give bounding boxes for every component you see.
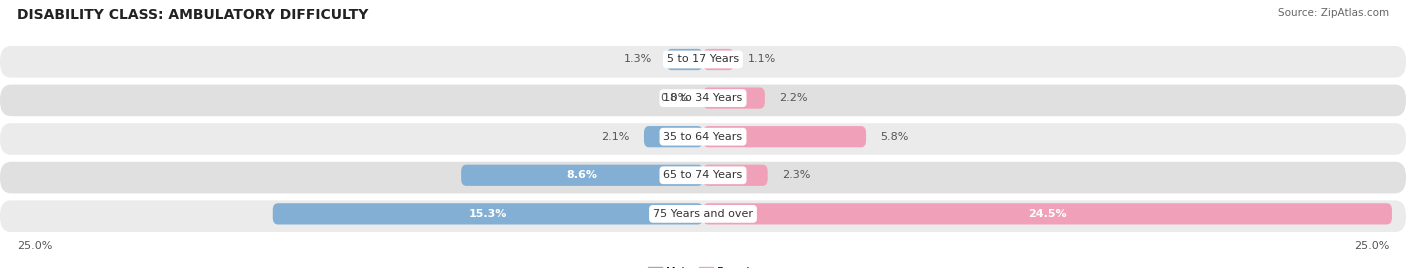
Text: 25.0%: 25.0% bbox=[1354, 241, 1389, 251]
Text: 8.6%: 8.6% bbox=[567, 170, 598, 180]
Legend: Male, Female: Male, Female bbox=[644, 262, 762, 268]
FancyBboxPatch shape bbox=[0, 162, 1406, 193]
Text: 0.0%: 0.0% bbox=[661, 93, 689, 103]
Text: Source: ZipAtlas.com: Source: ZipAtlas.com bbox=[1278, 8, 1389, 18]
Text: 24.5%: 24.5% bbox=[1028, 209, 1067, 219]
Text: 75 Years and over: 75 Years and over bbox=[652, 209, 754, 219]
Text: 1.3%: 1.3% bbox=[624, 54, 652, 65]
FancyBboxPatch shape bbox=[0, 85, 1406, 116]
FancyBboxPatch shape bbox=[461, 165, 703, 186]
FancyBboxPatch shape bbox=[273, 203, 703, 225]
FancyBboxPatch shape bbox=[644, 126, 703, 147]
Text: 15.3%: 15.3% bbox=[468, 209, 508, 219]
Text: 1.1%: 1.1% bbox=[748, 54, 776, 65]
Text: DISABILITY CLASS: AMBULATORY DIFFICULTY: DISABILITY CLASS: AMBULATORY DIFFICULTY bbox=[17, 8, 368, 22]
FancyBboxPatch shape bbox=[703, 203, 1392, 225]
FancyBboxPatch shape bbox=[703, 165, 768, 186]
FancyBboxPatch shape bbox=[666, 49, 703, 70]
FancyBboxPatch shape bbox=[703, 49, 734, 70]
FancyBboxPatch shape bbox=[0, 46, 1406, 78]
FancyBboxPatch shape bbox=[0, 200, 1406, 232]
Text: 5.8%: 5.8% bbox=[880, 132, 908, 142]
Text: 5 to 17 Years: 5 to 17 Years bbox=[666, 54, 740, 65]
Text: 18 to 34 Years: 18 to 34 Years bbox=[664, 93, 742, 103]
FancyBboxPatch shape bbox=[703, 87, 765, 109]
FancyBboxPatch shape bbox=[703, 126, 866, 147]
Text: 2.2%: 2.2% bbox=[779, 93, 807, 103]
Text: 65 to 74 Years: 65 to 74 Years bbox=[664, 170, 742, 180]
FancyBboxPatch shape bbox=[0, 123, 1406, 155]
Text: 35 to 64 Years: 35 to 64 Years bbox=[664, 132, 742, 142]
Text: 2.1%: 2.1% bbox=[602, 132, 630, 142]
Text: 25.0%: 25.0% bbox=[17, 241, 52, 251]
Text: 2.3%: 2.3% bbox=[782, 170, 810, 180]
